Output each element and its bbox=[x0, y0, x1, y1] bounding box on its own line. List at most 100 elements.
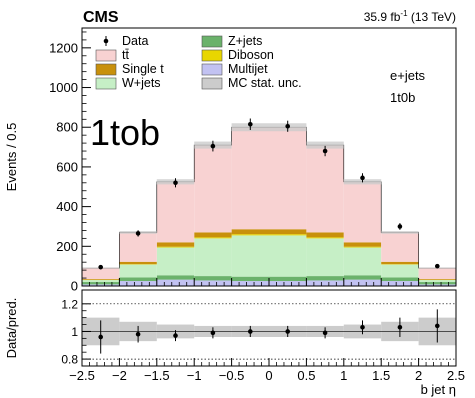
bar-singlet-bin-1 bbox=[119, 261, 157, 265]
mc-unc-bin-6 bbox=[306, 141, 344, 149]
mc-unc-bin-8 bbox=[381, 231, 419, 234]
bar-multijet-bin-3 bbox=[194, 280, 232, 286]
bar-multijet-bin-1 bbox=[119, 281, 157, 286]
x-tick-label: −0.5 bbox=[219, 368, 245, 383]
bar-singlet-bin-7 bbox=[343, 242, 382, 247]
x-axis: −2.5 −2 −1.5 −1 −0.5 0 0.5 1 1.5 2 2.5 bbox=[69, 358, 465, 383]
y-axis: 0 200 400 600 800 1000 1200 bbox=[49, 31, 91, 294]
bar-ttbar-bin-5 bbox=[269, 127, 307, 230]
ratio-y-tick-label: 0.8 bbox=[61, 353, 78, 367]
bar-ttbar-bin-7 bbox=[343, 181, 382, 243]
legend-label-diboson: Diboson bbox=[228, 48, 274, 62]
legend-label-data: Data bbox=[122, 34, 148, 48]
legend-label-wjets: W+jets bbox=[122, 76, 161, 90]
bar-wjets-bin-6 bbox=[306, 238, 344, 277]
ratio-point-0 bbox=[98, 334, 103, 340]
x-tick-label: 0.5 bbox=[297, 368, 315, 383]
lumi-label: 35.9 fb-1 (13 TeV) bbox=[364, 9, 456, 24]
ratio-point-3 bbox=[210, 330, 216, 336]
bar-ttbar-bin-2 bbox=[156, 181, 195, 243]
x-tick-label: 1 bbox=[340, 368, 347, 383]
legend-swatch-singlet bbox=[95, 63, 117, 76]
x-axis-ticks-main bbox=[81, 278, 457, 286]
data-point-7 bbox=[360, 175, 365, 181]
x-tick-label: 2.5 bbox=[447, 368, 465, 383]
bar-zjets-bin-5 bbox=[269, 276, 307, 282]
ratio-point-7 bbox=[360, 325, 365, 330]
bar-ttbar-bin-4 bbox=[231, 127, 269, 230]
ratio-point-5 bbox=[285, 329, 291, 334]
bar-multijet-bin-5 bbox=[269, 281, 307, 286]
bar-multijet-bin-6 bbox=[306, 280, 344, 286]
legend-label-multijet: Multijet bbox=[228, 62, 268, 76]
bar-diboson-bin-3 bbox=[194, 237, 232, 239]
x-tick-label: −1.5 bbox=[144, 368, 170, 383]
legend-swatch-zjets bbox=[201, 35, 223, 48]
ratio-y-tick-label: 1.2 bbox=[61, 297, 78, 311]
bar-wjets-bin-7 bbox=[343, 247, 382, 276]
bar-wjets-bin-3 bbox=[194, 238, 232, 277]
ratio-point-1 bbox=[135, 331, 141, 337]
ratio-point-8 bbox=[397, 325, 403, 330]
bar-zjets-bin-7 bbox=[343, 275, 382, 280]
category-label: 1t0b bbox=[390, 90, 415, 105]
bar-multijet-bin-8 bbox=[381, 281, 419, 286]
ratio-y-tick-label: 1 bbox=[71, 325, 78, 339]
bar-ttbar-bin-6 bbox=[306, 145, 344, 233]
x-axis-label: b jet η bbox=[421, 382, 456, 397]
x-tick-label: −2.5 bbox=[69, 368, 95, 383]
ratio-panel: 0.8 1 1.2 −2.5 −2 −1.5 −1 −0.5 0 0.5 1 1.5 2 2.5 Dat… bbox=[4, 289, 465, 397]
bar-zjets-bin-8 bbox=[381, 277, 419, 282]
legend-swatch-wjets bbox=[95, 77, 117, 90]
y-tick-label: 800 bbox=[56, 120, 78, 135]
bar-zjets-bin-2 bbox=[156, 275, 195, 280]
x-tick-label: −1 bbox=[187, 368, 202, 383]
ratio-point-9 bbox=[435, 323, 440, 329]
data-point-3 bbox=[210, 143, 216, 149]
legend-swatch-ttbar bbox=[95, 49, 117, 62]
bar-zjets-bin-0 bbox=[82, 282, 120, 285]
data-point-1 bbox=[135, 231, 141, 236]
bar-multijet-bin-2 bbox=[156, 279, 195, 286]
y-tick-label: 200 bbox=[56, 239, 78, 254]
bar-multijet-bin-4 bbox=[231, 281, 269, 286]
legend-item-data: Data bbox=[103, 34, 148, 48]
bar-wjets-bin-0 bbox=[82, 280, 120, 283]
bar-wjets-bin-8 bbox=[381, 264, 419, 278]
bar-wjets-bin-5 bbox=[269, 235, 307, 277]
y-tick-label: 1000 bbox=[49, 80, 78, 95]
bar-ttbar-bin-1 bbox=[119, 232, 157, 262]
bar-zjets-bin-4 bbox=[231, 276, 269, 282]
bar-diboson-bin-5 bbox=[269, 234, 307, 236]
x-tick-label: 2 bbox=[415, 368, 422, 383]
y-tick-label: 1200 bbox=[49, 40, 78, 55]
x-tick-label: −2 bbox=[112, 368, 127, 383]
bar-zjets-bin-3 bbox=[194, 276, 232, 281]
data-point-8 bbox=[397, 224, 403, 229]
ratio-points bbox=[98, 309, 440, 354]
ratio-y-axis: 0.8 1 1.2 bbox=[61, 297, 91, 367]
bar-multijet-bin-9 bbox=[418, 284, 456, 286]
overlay-annotation: 1tob bbox=[90, 112, 160, 153]
y-tick-label: 0 bbox=[71, 279, 78, 294]
x-tick-label: 1.5 bbox=[372, 368, 390, 383]
legend-data-marker bbox=[103, 38, 109, 44]
legend-item-wjets: W+jets bbox=[95, 76, 161, 90]
data-point-6 bbox=[322, 148, 328, 154]
data-points bbox=[98, 118, 440, 270]
bar-diboson-bin-7 bbox=[343, 246, 382, 248]
experiment-label: CMS bbox=[83, 9, 119, 26]
legend-item-diboson: Diboson bbox=[201, 48, 274, 62]
bar-wjets-bin-2 bbox=[156, 247, 195, 276]
bar-singlet-bin-9 bbox=[418, 279, 456, 280]
bar-diboson-bin-6 bbox=[306, 237, 344, 239]
data-point-9 bbox=[435, 263, 440, 269]
data-point-4 bbox=[248, 121, 253, 127]
bar-diboson-bin-2 bbox=[156, 246, 195, 248]
y-tick-label: 400 bbox=[56, 199, 78, 214]
bar-singlet-bin-5 bbox=[269, 229, 307, 235]
x-tick-label: 0 bbox=[265, 368, 272, 383]
bar-ttbar-bin-8 bbox=[381, 232, 419, 262]
